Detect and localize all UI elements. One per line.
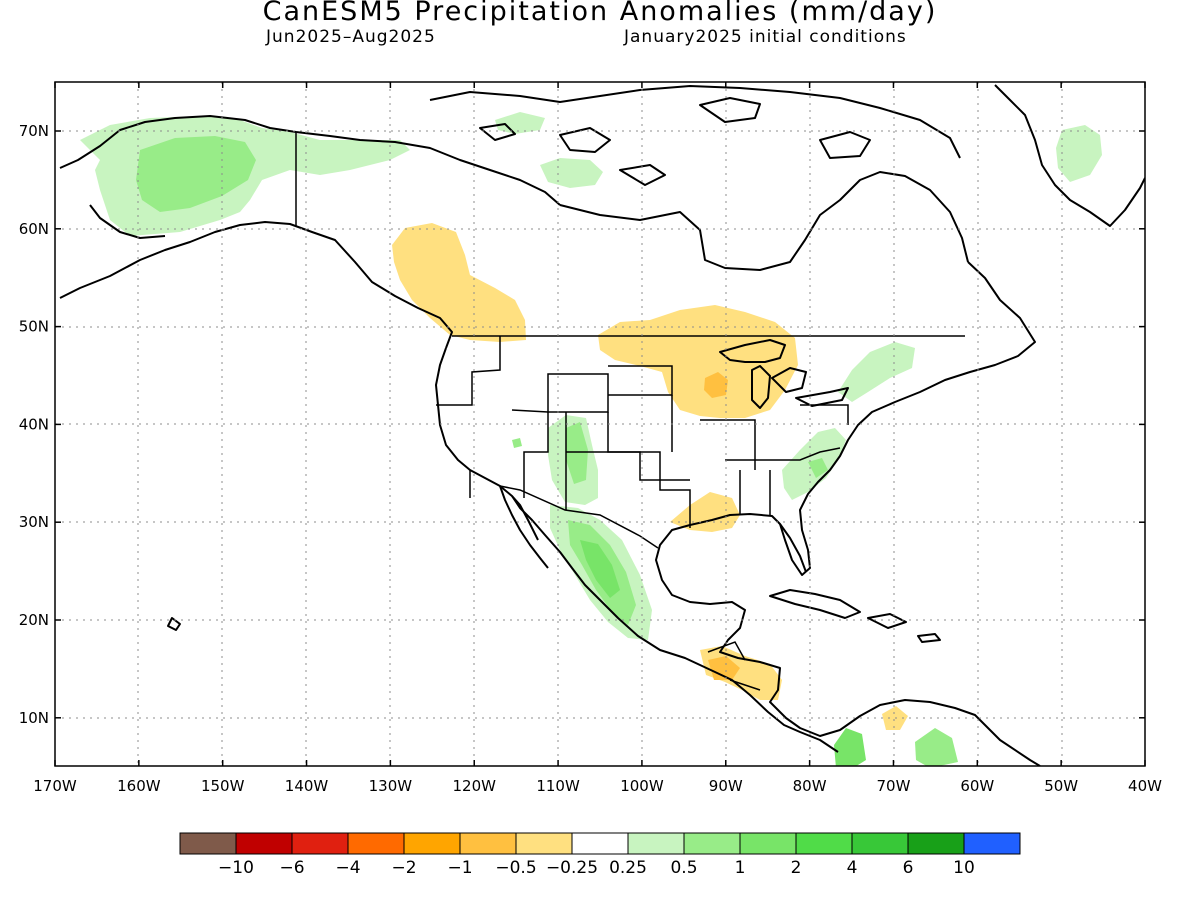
colorbar-label: −0.25: [546, 858, 598, 878]
colorbar-label: −4: [335, 858, 360, 878]
lat-label: 40N: [19, 415, 49, 433]
alaska-wetter-region: [136, 136, 256, 212]
colorbar-swatch: [963, 832, 1021, 855]
colorbar-label: 0.25: [609, 858, 647, 878]
colorbar-swatch: [907, 832, 965, 855]
graticule: [55, 82, 1145, 766]
lon-label: 90W: [709, 777, 743, 795]
colorbar-swatch: [627, 832, 685, 855]
mexico-wettest-region: [580, 540, 620, 598]
colorbar-swatch: [179, 832, 237, 855]
lon-label: 60W: [960, 777, 994, 795]
colorbar-label: −1: [447, 858, 472, 878]
lon-label: 40W: [1128, 777, 1162, 795]
midwest-dry-core: [704, 372, 728, 398]
arctic-wet-region: [540, 158, 603, 188]
midwest-dry-region: [598, 305, 798, 418]
map-title: CanESM5 Precipitation Anomalies (mm/day): [262, 0, 938, 27]
central-america-dry-core: [708, 656, 740, 680]
boundaries: [295, 132, 965, 691]
lat-labels: 70N 60N 50N 40N 30N 20N 10N: [19, 122, 49, 727]
lon-label: 150W: [201, 777, 245, 795]
colombia-wet-region: [834, 728, 866, 766]
texas-wet-spot: [512, 438, 522, 448]
lat-label: 50N: [19, 318, 49, 336]
colorbar-label: −2: [391, 858, 416, 878]
arctic-wet-region-2: [495, 112, 545, 134]
colorbar-swatch: [515, 832, 573, 855]
lat-label: 20N: [19, 611, 49, 629]
colorbar-swatch: [235, 832, 293, 855]
colorbar-swatch: [403, 832, 461, 855]
lat-label: 70N: [19, 122, 49, 140]
gulf-coast-dry-region: [670, 492, 740, 532]
colorbar-label: 1: [735, 858, 746, 878]
lon-label: 80W: [793, 777, 827, 795]
rockies-wetter-region: [566, 422, 588, 484]
lon-label: 140W: [285, 777, 329, 795]
colorbar-swatch: [739, 832, 797, 855]
colorbar-swatch: [291, 832, 349, 855]
colorbar-label: 4: [847, 858, 858, 878]
initial-conditions: January2025 initial conditions: [624, 27, 907, 47]
colorbar-label: 0.5: [670, 858, 697, 878]
lat-label: 60N: [19, 220, 49, 238]
colorbar-label: −10: [218, 858, 254, 878]
lon-label: 120W: [452, 777, 496, 795]
colorbar-swatch: [571, 832, 629, 855]
lon-label: 100W: [620, 777, 664, 795]
colorbar-swatch: [795, 832, 853, 855]
lon-label: 110W: [536, 777, 580, 795]
western-canada-dry-region: [392, 223, 526, 342]
new-england-wet-region: [838, 342, 915, 402]
colorbar-label: 10: [953, 858, 975, 878]
lon-label: 70W: [877, 777, 911, 795]
venezuela-wet-region: [915, 728, 958, 766]
colorbar: [179, 832, 1021, 855]
colorbar-label: −0.5: [495, 858, 536, 878]
colorbar-label: −6: [279, 858, 304, 878]
map-plot-area: [59, 84, 1145, 766]
colorbar-swatch: [683, 832, 741, 855]
east-coast-wetter-spot: [808, 458, 828, 478]
colorbar-labels: −10 −6 −4 −2 −1 −0.5 −0.25 0.25 0.5 1 2 4 6 10: [218, 858, 975, 878]
colorbar-label: 6: [903, 858, 914, 878]
lon-label: 130W: [369, 777, 413, 795]
lon-labels: 170W 160W 150W 140W 130W 120W 110W 100W 90W 80W 70…: [33, 777, 1162, 795]
greenland-wet-region: [1056, 125, 1102, 182]
colorbar-swatch: [851, 832, 909, 855]
colorbar-swatch: [347, 832, 405, 855]
colorbar-swatch: [459, 832, 517, 855]
colorbar-label: 2: [791, 858, 802, 878]
forecast-period: Jun2025–Aug2025: [266, 27, 436, 47]
tick-marks: [54, 82, 1146, 766]
lon-label: 170W: [33, 777, 77, 795]
lat-label: 10N: [19, 709, 49, 727]
lon-label: 50W: [1044, 777, 1078, 795]
lat-label: 30N: [19, 513, 49, 531]
lon-label: 160W: [117, 777, 161, 795]
